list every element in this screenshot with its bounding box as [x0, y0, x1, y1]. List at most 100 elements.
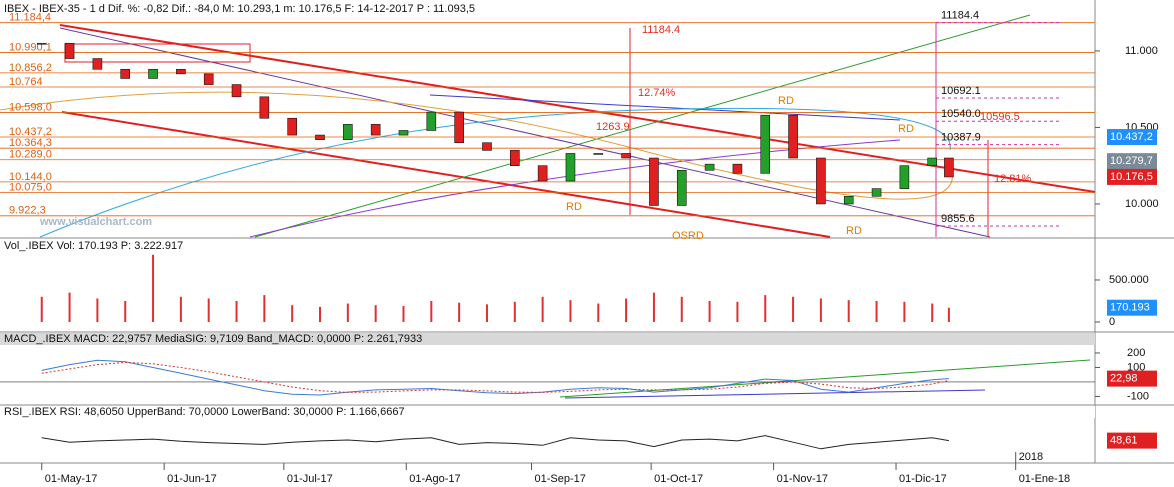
x-tick-label: 01-May-17 — [45, 473, 98, 485]
volume-bar — [764, 295, 767, 323]
level-label: 9855.6 — [941, 213, 975, 225]
volume-bar — [736, 301, 739, 323]
candle — [788, 114, 798, 159]
annotation: RD — [778, 95, 794, 107]
volume-bar — [96, 298, 99, 323]
value-badge-label: 10.279,7 — [1110, 155, 1153, 167]
value-badge — [1107, 168, 1157, 185]
y-tick-label: -100 — [1127, 390, 1149, 402]
value-badge — [1107, 299, 1157, 316]
value-badge — [1107, 153, 1157, 170]
volume-bar — [402, 306, 405, 323]
volume-bar — [875, 300, 878, 323]
volume-bar — [430, 300, 433, 323]
rsi-line — [41, 435, 949, 450]
level-label: 10692.1 — [941, 85, 981, 97]
annotation: RD — [846, 225, 862, 237]
candle — [370, 124, 381, 136]
volume-bar — [235, 300, 238, 323]
macd-line — [41, 361, 950, 393]
volume-bar — [541, 296, 544, 323]
volume-bar — [513, 301, 516, 323]
annotation: RD — [566, 201, 582, 213]
macd-line — [41, 359, 949, 396]
volume-bar — [319, 306, 322, 323]
header-bar — [0, 406, 1095, 418]
x-tick-label: 01-Jul-17 — [287, 473, 333, 485]
volume-bar — [374, 305, 377, 323]
year-label: 2018 — [1019, 451, 1043, 463]
volume-bar — [903, 301, 906, 323]
candle — [64, 42, 75, 59]
level-label: 11184.4 — [941, 10, 979, 22]
volume-bar — [792, 296, 795, 323]
candle — [203, 73, 214, 85]
candle — [760, 114, 771, 174]
annotation: RD — [898, 123, 914, 135]
trend-line — [59, 27, 991, 238]
x-tick-label: 01-Nov-17 — [777, 473, 828, 485]
candle — [704, 163, 715, 171]
annotation: 12.74% — [638, 87, 676, 99]
level-label: 10.598,0 — [9, 101, 52, 113]
candle — [899, 165, 910, 189]
volume-bar — [708, 300, 711, 323]
level-label: 9.922,3 — [9, 205, 46, 217]
channel-line — [59, 24, 1096, 193]
annotation: 11184.4 — [642, 24, 680, 36]
volume-bar — [652, 292, 655, 323]
volume-bar — [625, 298, 628, 323]
candle — [398, 130, 409, 136]
candle — [510, 150, 520, 166]
volume-bar — [597, 303, 600, 323]
candle — [593, 153, 604, 155]
trend-line — [429, 94, 901, 121]
volume-bar — [124, 300, 127, 323]
trend-line — [254, 14, 1031, 238]
candle — [944, 157, 954, 178]
volume-bar — [207, 298, 210, 323]
annotation: 12.81% — [994, 173, 1032, 185]
volume-bar — [931, 303, 934, 323]
level-label: 10.764 — [9, 76, 43, 88]
candle — [816, 157, 826, 205]
level-label: 10540.0 — [941, 108, 981, 120]
candle — [621, 153, 631, 159]
y-tick-label: 500.000 — [1109, 274, 1149, 286]
volume-bar — [485, 304, 488, 323]
x-tick-label: 01-Ene-18 — [1019, 473, 1070, 485]
candle — [732, 163, 743, 174]
annotation: 10596.5 — [980, 111, 1020, 123]
level-label: 10.437,2 — [9, 126, 52, 138]
level-label: 10.289,0 — [9, 149, 52, 161]
candle — [231, 84, 242, 98]
candle — [120, 68, 131, 79]
y-tick-label: 11.000 — [1125, 45, 1158, 57]
candle — [454, 111, 464, 144]
candle — [482, 142, 492, 151]
candle — [287, 117, 297, 136]
level-label: 10.856,2 — [9, 62, 52, 74]
level-label: 10.364,3 — [9, 137, 52, 149]
volume-bar — [947, 307, 950, 323]
x-tick-label: 01-Ago-17 — [409, 473, 460, 485]
value-badge-label: 170.193 — [1110, 302, 1150, 314]
volume-bar — [680, 296, 683, 323]
candle — [537, 165, 548, 182]
volume-bar — [152, 254, 155, 323]
level-label: 10387.9 — [941, 131, 981, 143]
value-badge — [1107, 432, 1157, 449]
candle — [92, 58, 103, 70]
candle — [871, 188, 882, 197]
volume-bar — [346, 303, 349, 323]
candle — [176, 68, 186, 75]
candle — [315, 134, 325, 140]
header-bar — [0, 333, 1095, 345]
annotation: www.visualchart.com — [39, 216, 152, 228]
value-badge-label: 22,98 — [1110, 373, 1138, 385]
level-label: 11.184,4 — [9, 12, 51, 24]
volume-bar — [458, 302, 461, 323]
